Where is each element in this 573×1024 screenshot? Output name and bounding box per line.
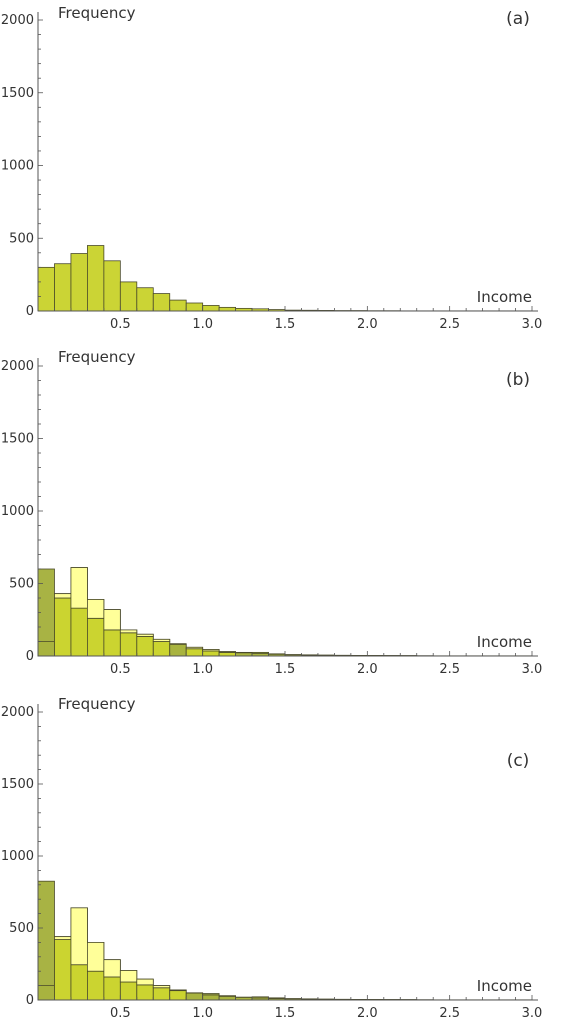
histogram-bar: [218, 306, 237, 312]
y-tick-label: 0: [26, 649, 34, 664]
x-axis-title: Income: [477, 633, 532, 651]
panel-label: (b): [506, 370, 530, 390]
y-tick-label: 1500: [1, 432, 34, 447]
histogram-bar-excess: [70, 567, 88, 609]
y-tick-label: 1000: [1, 504, 34, 519]
x-tick-label: 1.0: [192, 1006, 213, 1021]
x-axis-title: Income: [477, 977, 532, 995]
x-tick-label: 1.5: [275, 317, 296, 332]
y-tick-label: 500: [9, 577, 34, 592]
y-axis-title: Frequency: [58, 4, 136, 22]
histogram-bar: [202, 993, 220, 1001]
chart-panel: 0 500 1000 1500 2000 0.5 1.0 1.5 2.0 2.5 3.0 Freque…: [1, 4, 542, 332]
histogram-bar: [251, 651, 269, 657]
histogram-bar: [87, 245, 105, 312]
y-tick-label: 1500: [1, 86, 34, 101]
histogram-bar: [202, 305, 220, 312]
histogram-bar-excess: [202, 649, 220, 652]
histogram-bar: [218, 651, 237, 657]
histogram-bar: [37, 266, 55, 312]
histogram-bar-excess: [87, 942, 105, 972]
histogram-bar: [70, 253, 88, 312]
x-tick-label: 2.5: [439, 317, 460, 332]
histogram-bar: [152, 987, 171, 1001]
histogram-bar-excess: [152, 985, 171, 989]
y-tick-label: 2000: [1, 705, 34, 720]
chart-panel: 0 500 1000 1500 2000 0.5 1.0 1.5 2.0 2.5 3.0 Freque…: [1, 348, 542, 677]
histogram-bar: [185, 302, 204, 312]
y-axis-title: Frequency: [58, 695, 136, 713]
y-tick-label: 1000: [1, 159, 34, 174]
histogram-bar-excess: [136, 978, 154, 986]
histogram-bar: [54, 597, 72, 657]
y-tick-label: 2000: [1, 359, 34, 374]
x-tick-label: 1.5: [275, 1006, 296, 1021]
histogram-bar-excess: [218, 651, 237, 653]
x-tick-label: 2.0: [357, 317, 378, 332]
histogram-bar: [87, 970, 105, 1001]
y-tick-label: 0: [26, 993, 34, 1008]
histogram-bar: [87, 617, 105, 657]
y-tick-label: 500: [9, 921, 34, 936]
histogram-bar-excess: [54, 936, 72, 940]
histogram-bar-excess: [136, 633, 154, 637]
histogram-bar-excess: [119, 629, 138, 634]
histogram-bar: [152, 641, 171, 657]
histogram-bar-excess: [54, 593, 72, 599]
histogram-bar: [136, 636, 154, 657]
x-tick-label: 2.5: [439, 662, 460, 677]
histogram-bar: [152, 293, 171, 312]
histogram-bar: [54, 263, 72, 312]
histogram-bar-excess: [103, 959, 121, 978]
x-tick-label: 1.0: [192, 662, 213, 677]
x-tick-label: 2.0: [357, 662, 378, 677]
histogram-bar: [169, 299, 187, 312]
histogram-bar: [119, 981, 138, 1001]
histogram-bar-excess: [185, 646, 204, 650]
y-tick-label: 0: [26, 304, 34, 319]
histogram-bar: [103, 976, 121, 1001]
histogram-bar: [54, 939, 72, 1001]
x-tick-label: 1.0: [192, 317, 213, 332]
x-tick-label: 2.0: [357, 1006, 378, 1021]
chart-panel: 0 500 1000 1500 2000 0.5 1.0 1.5 2.0 2.5 3.0 Freque…: [1, 695, 542, 1021]
x-tick-label: 3.0: [522, 317, 543, 332]
x-tick-label: 3.0: [522, 662, 543, 677]
histogram-bar: [70, 964, 88, 1001]
histogram-bar: [119, 281, 138, 312]
x-axis-title: Income: [477, 288, 532, 306]
histogram-bar: [169, 990, 187, 1001]
x-tick-label: 2.5: [439, 1006, 460, 1021]
histogram-bar-excess: [87, 599, 105, 619]
x-tick-label: 0.5: [110, 317, 131, 332]
histogram-bar: [103, 260, 121, 312]
x-tick-label: 3.0: [522, 1006, 543, 1021]
histogram-bar-excess: [119, 970, 138, 983]
panel-label: (c): [507, 751, 530, 771]
panel-label: (a): [506, 9, 530, 29]
histogram-bar-excess: [70, 907, 88, 966]
histogram-bar: [169, 643, 187, 657]
histogram-bar: [70, 607, 88, 657]
histogram-bar: [136, 287, 154, 312]
histogram-bar: [202, 650, 220, 657]
x-tick-label: 0.5: [110, 662, 131, 677]
y-tick-label: 1000: [1, 849, 34, 864]
histogram-bar-excess: [169, 989, 187, 992]
x-tick-label: 0.5: [110, 1006, 131, 1021]
histogram-bar: [119, 632, 138, 657]
y-tick-label: 2000: [1, 13, 34, 28]
x-tick-label: 1.5: [275, 662, 296, 677]
y-axis-title: Frequency: [58, 348, 136, 366]
histogram-bar: [136, 984, 154, 1001]
histogram-bar: [103, 629, 121, 657]
histogram-bar: [185, 648, 204, 657]
histogram-bar-excess: [103, 609, 121, 631]
y-tick-label: 1500: [1, 777, 34, 792]
y-tick-label: 500: [9, 231, 34, 246]
histogram-bar: [185, 992, 204, 1001]
histogram-bar-excess: [152, 638, 171, 642]
